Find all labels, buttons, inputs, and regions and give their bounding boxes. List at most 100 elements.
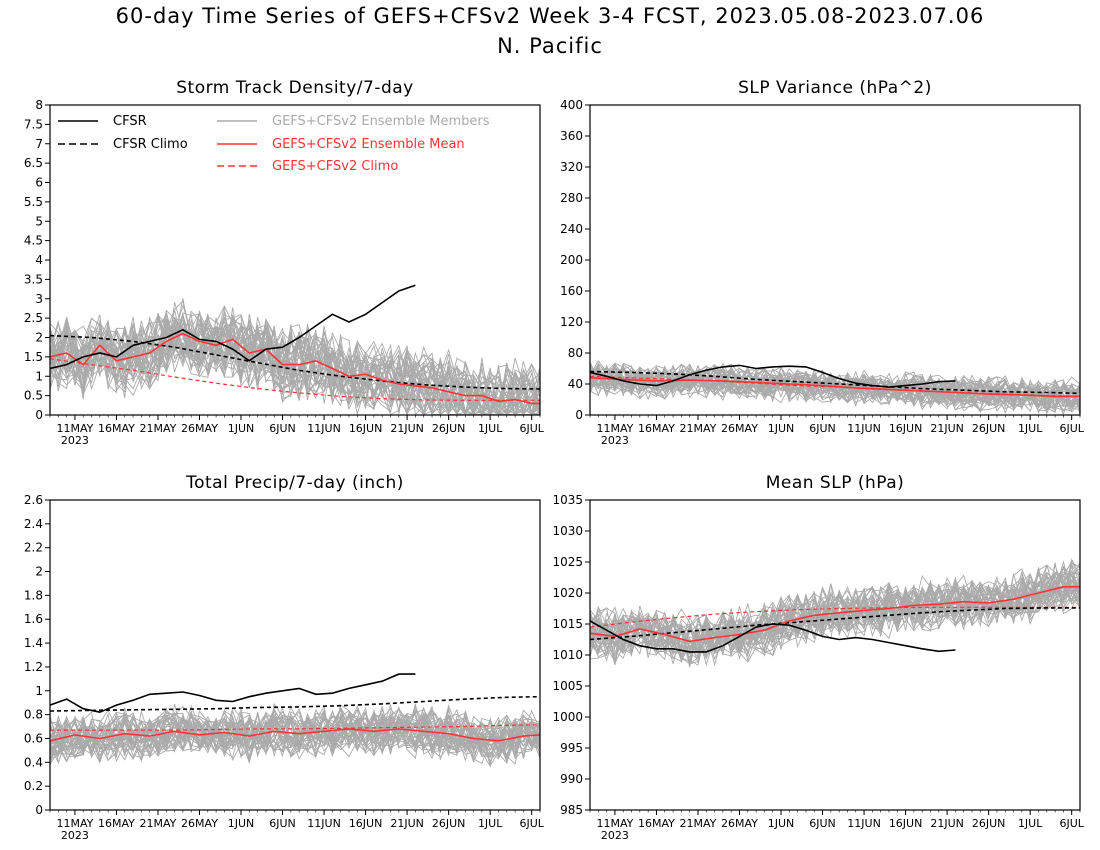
y-tick-label: 400 — [560, 98, 583, 112]
panel-title: SLP Variance (hPa^2) — [738, 78, 932, 98]
member-line — [50, 710, 540, 765]
y-tick-label: 1.5 — [24, 350, 43, 364]
x-tick-label: 26MAY — [181, 817, 218, 830]
x-year-label: 2023 — [601, 434, 629, 447]
y-tick-label: 4.5 — [24, 234, 43, 248]
x-tick-label: 6JUN — [809, 817, 836, 830]
y-tick-label: 7 — [35, 137, 43, 151]
x-tick-label: 26JUN — [972, 817, 1006, 830]
panel-title: Total Precip/7-day (inch) — [185, 473, 404, 493]
x-tick-label: 11MAY — [596, 422, 633, 435]
y-tick-label: 995 — [560, 741, 583, 755]
member-line — [50, 703, 540, 764]
y-tick-label: 0.8 — [24, 708, 43, 722]
series-cfsr — [590, 364, 956, 388]
figure-subtitle: N. Pacific — [497, 34, 603, 58]
y-tick-label: 6 — [35, 176, 43, 190]
y-tick-label: 8 — [35, 98, 43, 112]
y-tick-label: 80 — [568, 346, 583, 360]
x-tick-label: 6JUL — [519, 817, 544, 830]
y-tick-label: 160 — [560, 284, 583, 298]
member-line — [50, 310, 540, 415]
x-tick-label: 26JUN — [432, 817, 466, 830]
plot-area — [590, 558, 1080, 668]
member-line — [590, 362, 1080, 410]
legend-cfsr-climo-label: CFSR Climo — [113, 137, 188, 152]
legend-gefs-climo-label: GEFS+CFSv2 Climo — [272, 159, 398, 174]
series-cfsr-climo — [590, 370, 1080, 395]
x-tick-label: 16MAY — [98, 422, 135, 435]
x-tick-label: 16MAY — [638, 422, 675, 435]
legend-ens-mean-label: GEFS+CFSv2 Ensemble Mean — [272, 137, 465, 152]
y-tick-label: 1025 — [552, 555, 583, 569]
figure-title: 60-day Time Series of GEFS+CFSv2 Week 3-… — [115, 4, 985, 28]
member-line — [50, 702, 540, 765]
x-tick-label: 26MAY — [181, 422, 218, 435]
ensemble-members — [50, 702, 540, 768]
plot-area — [590, 359, 1080, 415]
y-tick-label: 2 — [35, 331, 43, 345]
member-line — [50, 312, 540, 415]
y-tick-label: 2.4 — [24, 517, 43, 531]
y-tick-label: 990 — [560, 772, 583, 786]
y-tick-label: 0 — [35, 803, 43, 817]
x-tick-label: 1JUN — [768, 422, 795, 435]
x-tick-label: 6JUL — [519, 422, 544, 435]
x-tick-label: 21MAY — [140, 422, 177, 435]
x-tick-label: 16JUN — [889, 422, 923, 435]
panel-title: Storm Track Density/7-day — [176, 78, 413, 98]
x-tick-label: 11MAY — [56, 422, 93, 435]
y-tick-label: 1015 — [552, 617, 583, 631]
y-tick-label: 1.8 — [24, 588, 43, 602]
plot-frame — [589, 104, 1081, 416]
plot-frame — [49, 499, 541, 811]
y-tick-label: 0.6 — [24, 731, 43, 745]
series-cfsr — [50, 673, 416, 714]
member-line — [50, 309, 540, 415]
panel-2: SLP Variance (hPa^2) 0 40 80 120 160 200 240 280… — [560, 78, 1085, 447]
x-tick-label: 1JUN — [768, 817, 795, 830]
x-year-label: 2023 — [61, 434, 89, 447]
y-tick-label: 0 — [35, 408, 43, 422]
x-tick-label: 16JUN — [349, 817, 383, 830]
y-tick-label: 0 — [575, 408, 583, 422]
x-tick-label: 21JUN — [390, 817, 424, 830]
x-tick-label: 6JUN — [269, 817, 296, 830]
member-line — [50, 710, 540, 759]
x-tick-label: 1JUL — [1018, 817, 1043, 830]
y-tick-label: 1.6 — [24, 612, 43, 626]
x-tick-label: 16MAY — [638, 817, 675, 830]
member-line — [50, 313, 540, 415]
y-tick-label: 4 — [35, 253, 43, 267]
legend: CFSR CFSR Climo GEFS+CFSv2 Ensemble Member… — [58, 114, 490, 174]
x-tick-label: 6JUL — [1059, 817, 1084, 830]
plot-area — [50, 284, 540, 415]
y-tick-label: 280 — [560, 191, 583, 205]
member-line — [590, 362, 1080, 415]
y-tick-label: 2 — [35, 565, 43, 579]
x-tick-label: 21MAY — [680, 422, 717, 435]
x-tick-label: 26MAY — [721, 422, 758, 435]
legend-members-label: GEFS+CFSv2 Ensemble Members — [272, 114, 490, 129]
y-tick-label: 3.5 — [24, 272, 43, 286]
x-tick-label: 26MAY — [721, 817, 758, 830]
x-year-label: 2023 — [601, 829, 629, 842]
y-tick-label: 1030 — [552, 524, 583, 538]
panel-title: Mean SLP (hPa) — [766, 473, 905, 493]
member-line — [50, 707, 540, 760]
legend-cfsr-label: CFSR — [113, 114, 147, 129]
y-tick-label: 320 — [560, 160, 583, 174]
member-line — [590, 366, 1080, 410]
y-tick-label: 7.5 — [24, 117, 43, 131]
y-tick-label: 2.2 — [24, 541, 43, 555]
member-line — [50, 319, 540, 415]
y-tick-label: 0.5 — [24, 389, 43, 403]
y-tick-label: 200 — [560, 253, 583, 267]
x-tick-label: 11JUN — [307, 817, 341, 830]
y-tick-label: 985 — [560, 803, 583, 817]
y-tick-label: 1020 — [552, 586, 583, 600]
ensemble-members — [50, 298, 540, 415]
y-tick-label: 1010 — [552, 648, 583, 662]
member-line — [590, 366, 1080, 408]
